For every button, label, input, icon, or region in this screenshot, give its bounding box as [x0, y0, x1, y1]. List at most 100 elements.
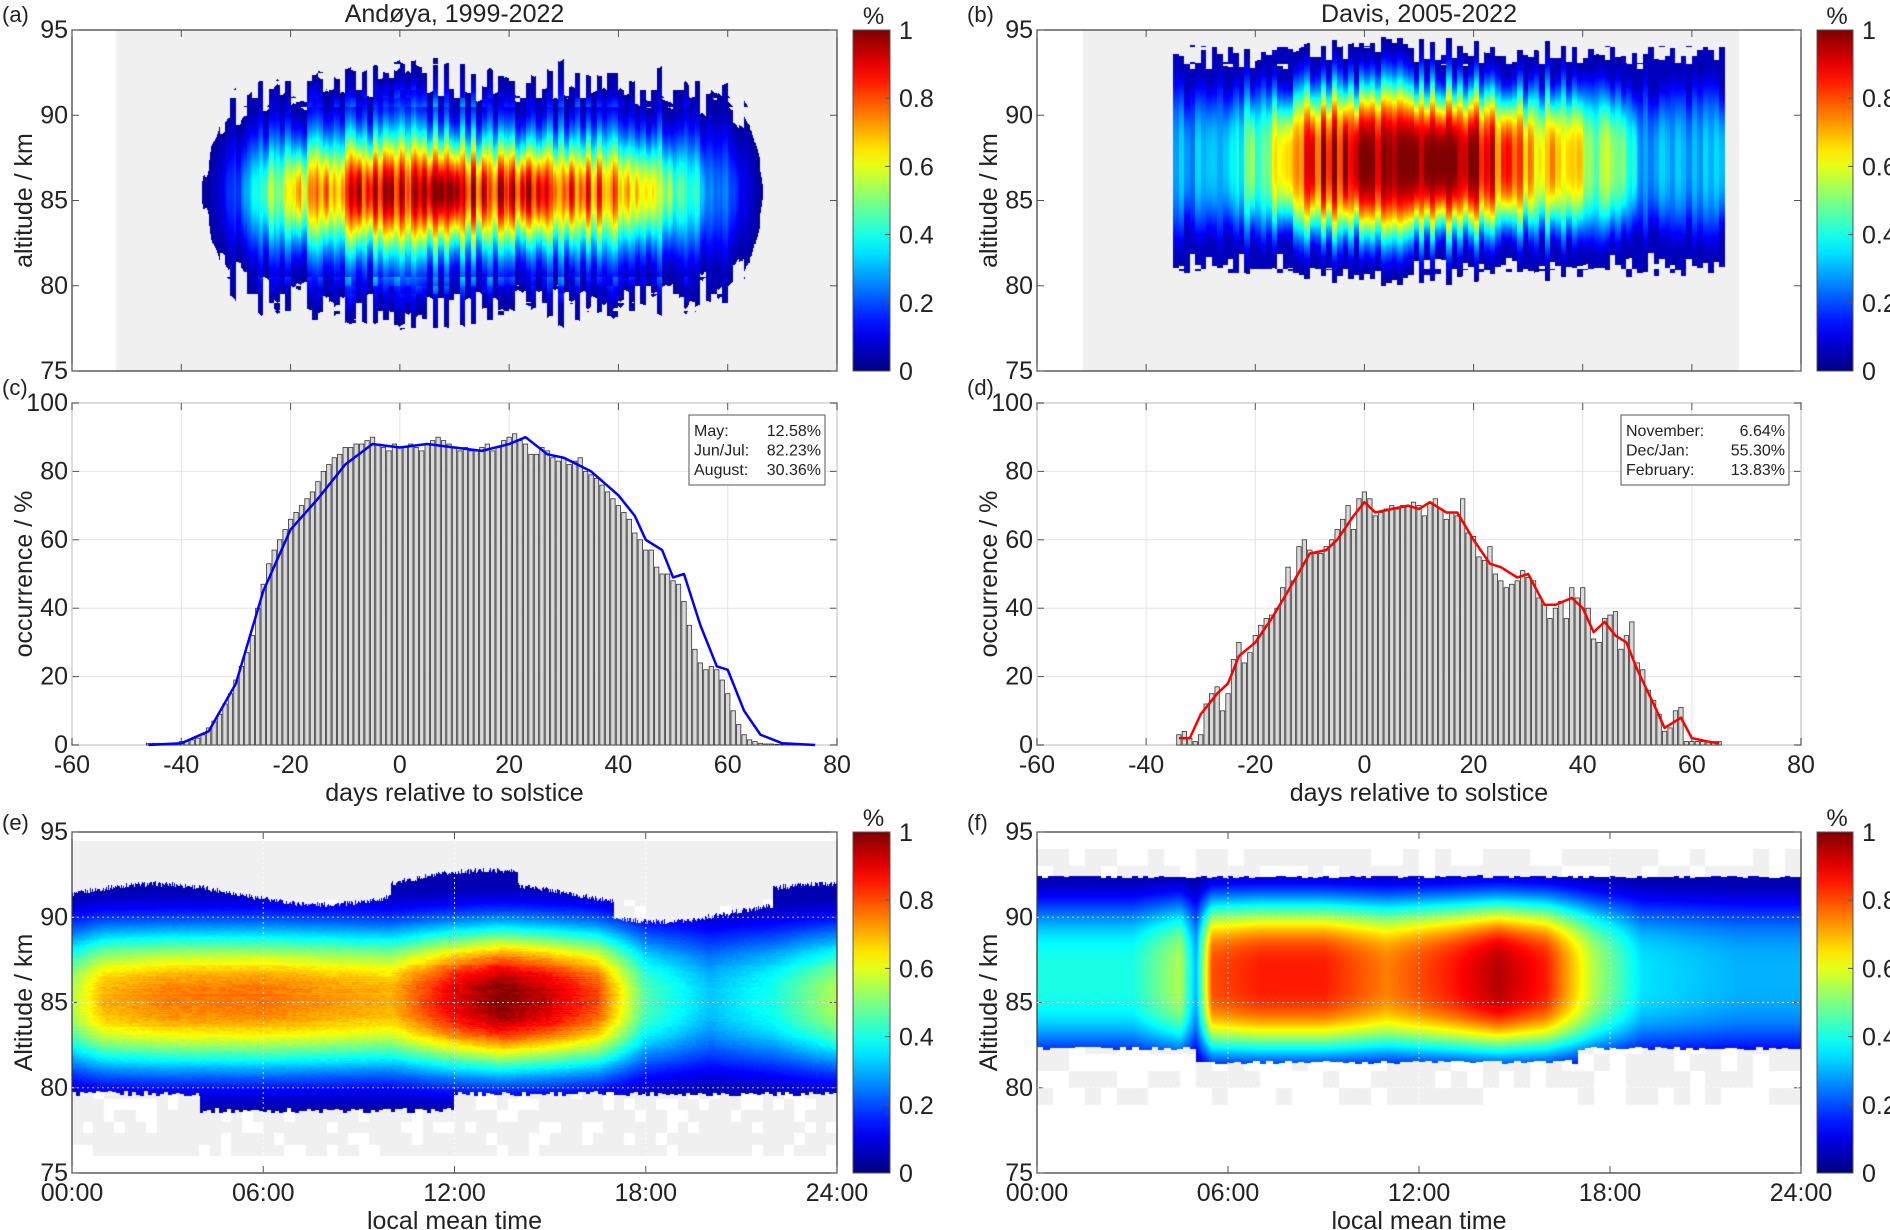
histogram-bar	[566, 464, 572, 746]
legend-month-label: Dec/Jan:	[1626, 443, 1689, 460]
colorbar-label: %	[1826, 3, 1847, 30]
colorbar-tick-label: 0.8	[899, 85, 934, 113]
y-tick-label: 40	[1005, 594, 1033, 622]
histogram-bar	[643, 549, 649, 746]
histogram-bar	[1192, 741, 1198, 746]
histogram-bar	[1410, 501, 1417, 746]
legend-month-label: May:	[694, 423, 729, 440]
histogram-bar	[320, 470, 326, 746]
y-tick-label: 95	[40, 16, 68, 44]
histogram-bar	[1323, 546, 1329, 746]
histogram-bar	[1607, 614, 1613, 746]
y-tick-label: 90	[1005, 903, 1033, 931]
histogram-bar	[752, 741, 758, 746]
y-tick-label: 80	[1005, 272, 1033, 300]
y-tick-label: 80	[1005, 457, 1033, 485]
heatmap-andoya-seasonal	[72, 30, 837, 371]
histogram-bar	[238, 665, 244, 746]
colorbar-tick-label: 1	[899, 17, 913, 45]
colorbar-tick-label: 0.8	[1862, 85, 1890, 113]
y-tick-label: 90	[40, 101, 68, 129]
histogram-bar	[1176, 734, 1182, 746]
x-tick-label: -60	[1019, 751, 1055, 779]
histogram-bar	[719, 679, 725, 746]
histogram-bar	[736, 724, 742, 746]
legend-month-label: Jun/Jul:	[694, 443, 749, 460]
colorbar-label: %	[863, 805, 884, 832]
x-tick-label: 0	[393, 751, 407, 779]
legend-value: 13.83%	[1731, 462, 1785, 479]
histogram-bar	[1498, 580, 1504, 746]
y-tick-label: 75	[40, 357, 68, 385]
histogram-bar	[593, 477, 600, 746]
histogram-bar	[424, 443, 430, 746]
x-tick-label: 0	[1357, 751, 1371, 779]
x-tick-label: 12:00	[1388, 1179, 1451, 1207]
histogram-bar	[1361, 491, 1368, 746]
histogram-bar	[1596, 642, 1602, 746]
colorbar-tick-label: 0.4	[1862, 1024, 1890, 1052]
histogram-bar	[490, 450, 496, 746]
histogram-bar	[675, 583, 682, 746]
histogram-bar	[626, 518, 632, 746]
histogram-bar	[1334, 529, 1340, 746]
colorbar-tick-label: 0.6	[1862, 153, 1890, 181]
histogram-bar	[1667, 727, 1673, 746]
histogram-bar	[615, 505, 622, 746]
legend-box	[1620, 414, 1790, 486]
histogram-bar	[583, 470, 589, 746]
histogram-bar	[1509, 583, 1515, 746]
legend-value: 55.30%	[1731, 443, 1785, 460]
histogram-bar	[1263, 618, 1269, 746]
histogram-bar	[277, 539, 283, 746]
legend-box	[688, 414, 826, 486]
colorbar-tick-label: 0	[1862, 358, 1876, 386]
histogram-bar	[200, 734, 206, 746]
x-tick-label: 06:00	[232, 1179, 295, 1207]
x-tick-label: 40	[1569, 751, 1597, 779]
histogram-bar	[1209, 693, 1215, 746]
histogram-bar	[1356, 498, 1362, 746]
histogram-bar	[522, 443, 529, 746]
histogram-bar	[1640, 669, 1646, 746]
heatmap-davis-seasonal	[1037, 30, 1801, 371]
histogram-bar	[375, 443, 381, 746]
histogram-bar	[326, 464, 332, 746]
histogram-bar	[1219, 710, 1226, 746]
histogram-bar	[484, 443, 490, 746]
histogram-bar	[1449, 512, 1455, 746]
histogram-bar	[1236, 642, 1242, 746]
histogram-bar	[1400, 505, 1406, 746]
histogram-bar	[364, 440, 370, 746]
x-tick-label: 18:00	[1579, 1179, 1642, 1207]
y-tick-label: 80	[40, 272, 68, 300]
y-axis-label: occurrence / %	[10, 491, 38, 658]
histogram-bar	[1661, 730, 1668, 746]
histogram-bar	[544, 450, 550, 746]
axes-frame	[1036, 29, 1802, 372]
legend-value: 6.64%	[1740, 423, 1785, 440]
histogram-bar	[1520, 570, 1526, 746]
histogram-bar	[1416, 505, 1422, 746]
histogram-bar	[1683, 741, 1689, 746]
histogram-bar	[1285, 566, 1291, 746]
x-tick-label: 80	[823, 751, 851, 779]
y-axis-label: Altitude / km	[10, 934, 38, 1072]
histogram-bar	[309, 491, 316, 746]
histogram-bar	[1547, 618, 1553, 746]
histogram-bar	[1274, 607, 1280, 746]
colorbar-tick-label: 0.8	[1862, 887, 1890, 915]
histogram-bar	[1460, 498, 1466, 746]
histogram-bar	[348, 447, 354, 746]
histogram-bar	[1454, 515, 1460, 746]
histogram-bar	[1269, 614, 1275, 746]
colorbar-tick-label: 0.6	[899, 153, 934, 181]
histogram-bar	[1345, 505, 1351, 746]
histogram-bar	[1405, 505, 1411, 746]
histogram-bar	[1247, 652, 1253, 746]
y-tick-label: 20	[40, 663, 68, 691]
x-tick-label: -20	[273, 751, 309, 779]
histogram-bar	[572, 460, 578, 746]
colorbar-tick-label: 0.8	[899, 887, 934, 915]
